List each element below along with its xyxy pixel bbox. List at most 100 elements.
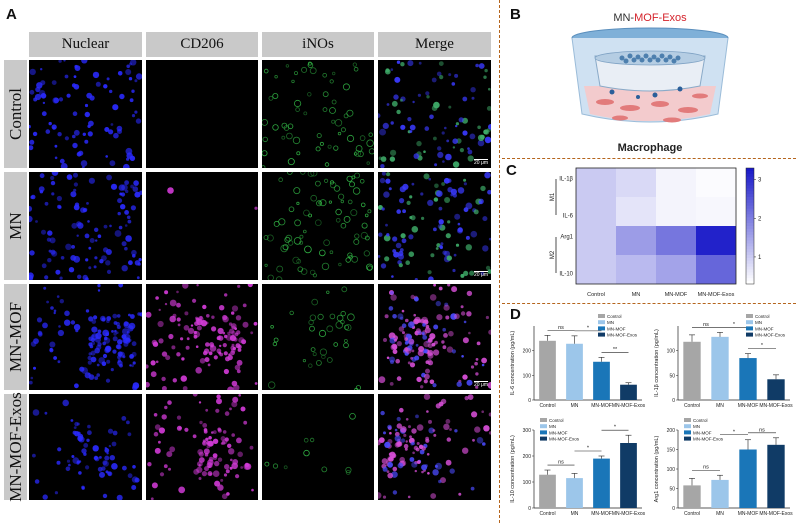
legend-label: MN [549,424,556,429]
x-tick-label: MN [571,511,579,517]
x-tick-label: MN [571,403,579,409]
y-tick-label: 200 [523,454,532,460]
legend-swatch [540,424,547,429]
legend-label: MN [693,424,700,429]
micrograph-control-inos [262,60,374,168]
x-tick-label: Control [684,403,700,409]
colorbar-segment [746,197,754,201]
colorbar-segment [746,243,754,247]
legend-swatch [598,320,605,325]
micrograph-mn-merge: 20 μm [378,172,491,280]
row-header-control: Control [4,60,27,168]
legend-label: MN-MOF-Exos [755,333,786,338]
bar [620,443,637,508]
heatmap-cell [616,255,656,284]
x-tick-label: MN-MOF [738,403,759,409]
y-tick-label: 100 [667,349,676,355]
panel-divider-b-c [502,158,796,159]
y-tick-label: 0 [672,506,675,512]
colorbar-segment [746,272,754,276]
colorbar-segment [746,170,754,175]
legend-label: MN-MOF-Exos [607,333,638,338]
bar [539,340,556,400]
legend-label: Control [755,314,770,319]
x-tick-label: MN [716,403,724,409]
colorbar-segment [746,255,754,259]
heatmap-group-label: M2 [550,250,556,259]
heatmap-col-label: Control [587,292,605,298]
colorbar-segment [746,223,754,227]
panel-divider-c-d [502,303,796,304]
heatmap-row-label: IL-1β [559,177,573,183]
legend-swatch [684,430,691,435]
panel-b-caption: Macrophage [617,142,683,154]
legend-swatch [684,418,691,422]
heatmap-col-label: MN-MOF-Exos [698,292,735,298]
micrograph-mn-mof-inos [262,284,374,390]
significance-label: ns [703,465,709,471]
bar [620,384,637,400]
bar [539,474,556,508]
colorbar-frame [745,167,755,285]
micrograph-mn-mof-nuclear [29,284,142,390]
micrograph-mn-mof-exos-cd206 [146,394,258,500]
heatmap-cell [656,226,696,255]
legend-swatch [540,430,547,435]
legend-label: Control [693,418,708,423]
bar-chart-il1b: 0 50 100 IL-1β concentration (pg/mL) Control… [654,314,793,409]
x-tick-label: Control [684,511,700,517]
significance-label: ns [558,325,564,331]
scale-bar-label: 20 μm [474,381,488,388]
colorbar-segment [746,240,754,244]
colorbar-segment [746,194,754,198]
column-header-merge: Merge [378,32,491,57]
y-axis-label: IL-6 concentration (pg/mL) [510,331,516,396]
bar [739,449,757,508]
legend-label: MN-MOF [693,430,712,435]
colorbar-segment [746,275,754,279]
legend-label: MN-MOF [755,326,774,331]
y-tick-label: 50 [669,487,675,493]
micrograph-mn-mof-exos-inos [262,394,374,500]
colorbar-segment [746,249,754,253]
colorbar-tick-label: 1 [758,255,762,261]
colorbar-segment [746,263,754,268]
transwell-illustration [571,27,729,123]
legend-swatch [684,436,691,441]
colorbar-segment [746,208,754,212]
legend-label: MN [607,320,614,325]
colorbar-segment [746,199,754,204]
panel-b-title: MN-MOF-Exos [613,12,687,24]
legend-swatch [540,418,547,422]
x-tick-label: MN-MOF-Exos [612,403,646,409]
significance-label: * [614,425,617,431]
panel-b-letter: B [510,6,521,23]
heatmap-cell [656,255,696,284]
y-tick-label: 150 [667,448,676,454]
x-tick-label: MN-MOF [591,511,612,517]
legend-swatch [746,320,753,325]
heatmap-cell [696,168,736,197]
colorbar-segment [746,168,754,172]
heatmap-cell [576,255,616,284]
y-axis-label: Arg1 concentration (pg/mL) [654,436,660,503]
colorbar-segment [746,191,754,195]
micrograph-mn-mof-exos-nuclear [29,394,142,500]
bar-chart-il6: 0 100 200 IL-6 concentration (pg/mL) Control… [510,314,646,409]
legend-label: Control [549,418,564,423]
significance-label: * [761,343,764,349]
bar [566,478,583,508]
bar-chart-il10: 0 100 200 300 IL-10 concentration (pg/mL) Con… [510,418,646,517]
heatmap-group-label: M1 [550,192,556,201]
bar [593,458,610,508]
legend-swatch [598,332,605,337]
column-header-inos: iNOs [262,32,374,57]
colorbar-segment [746,257,754,262]
colorbar-segment [746,281,754,285]
significance-label: ns [558,460,564,466]
bar [711,479,729,508]
colorbar-segment [746,246,754,250]
micrograph-mn-inos [262,172,374,280]
bar [767,444,785,508]
colorbar-segment [746,211,754,215]
